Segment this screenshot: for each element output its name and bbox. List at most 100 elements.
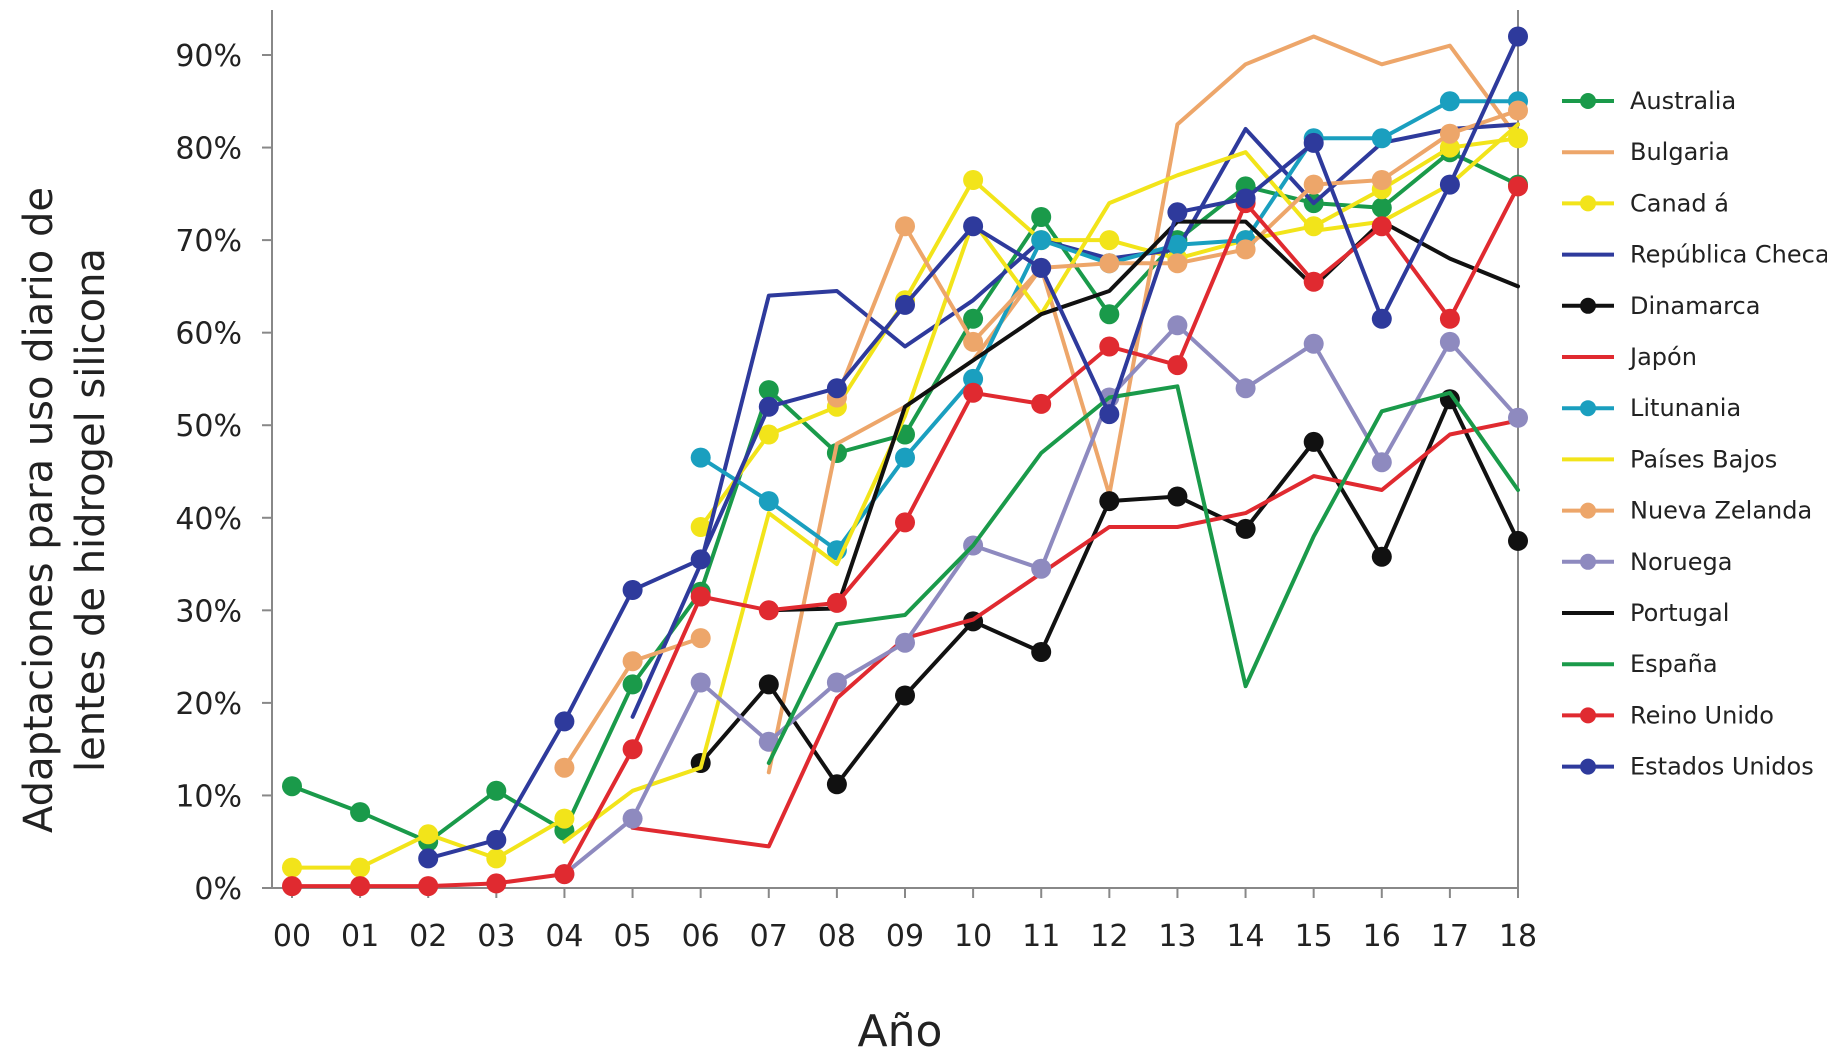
data-point — [1167, 253, 1188, 274]
data-point — [350, 876, 371, 897]
data-point — [1303, 132, 1324, 153]
legend-item: Australia — [1562, 87, 1736, 115]
data-point — [418, 876, 439, 897]
data-point — [486, 780, 507, 801]
legend-item: España — [1562, 650, 1718, 678]
data-point — [690, 586, 711, 607]
data-point — [1031, 207, 1052, 227]
legend-label: Litunania — [1630, 394, 1741, 422]
data-point — [963, 368, 984, 389]
data-point — [486, 848, 507, 869]
legend-label: Portugal — [1630, 599, 1729, 627]
data-point — [1303, 271, 1324, 292]
data-point — [622, 739, 643, 760]
y-tick-label: 80% — [175, 132, 242, 167]
y-axis-title-line2: lentes de hidrogel silicona — [68, 248, 114, 772]
y-tick-label: 60% — [175, 317, 242, 352]
data-point — [282, 857, 302, 878]
series-canad-a — [282, 128, 1528, 878]
data-point — [895, 294, 915, 315]
x-tick-label: 07 — [750, 919, 788, 954]
data-point — [1439, 91, 1460, 112]
data-point — [1099, 336, 1120, 357]
x-tick-label: 18 — [1499, 919, 1537, 954]
data-point — [826, 774, 847, 795]
data-point — [1099, 230, 1120, 251]
legend-item: Nueva Zelanda — [1562, 497, 1812, 525]
series-group — [282, 26, 1528, 897]
data-point — [1099, 304, 1120, 325]
data-point — [1508, 26, 1528, 47]
legend-item: Reino Unido — [1562, 701, 1774, 729]
legend-item: Países Bajos — [1562, 445, 1777, 473]
x-tick-label: 16 — [1363, 919, 1401, 954]
legend-item: Bulgaria — [1562, 138, 1730, 166]
data-point — [418, 848, 439, 869]
data-point — [1508, 100, 1528, 121]
data-point — [1371, 452, 1392, 473]
data-point — [1031, 230, 1052, 251]
data-point — [1235, 378, 1256, 399]
series-line — [766, 384, 1520, 765]
data-point — [418, 824, 439, 845]
x-tick-labels: 00 01 02 03 04 05 06 07 08 09 10 11 12 13 14 15 16 17 18 — [273, 888, 1537, 954]
series-reino-unido — [282, 176, 1528, 897]
data-point — [826, 378, 847, 399]
x-tick-label: 06 — [682, 919, 720, 954]
data-point — [1167, 234, 1188, 255]
x-tick-label: 09 — [886, 919, 924, 954]
legend-label: Australia — [1630, 87, 1736, 115]
y-axis-title-line1: Adaptaciones para uso diario de — [16, 187, 62, 833]
legend-marker — [1580, 707, 1596, 724]
x-axis-title: Año — [858, 1006, 943, 1054]
data-point — [895, 216, 915, 237]
legend-label: Estados Unidos — [1630, 753, 1814, 781]
legend-label: Noruega — [1630, 548, 1732, 576]
data-point — [1371, 216, 1392, 237]
x-tick-label: 02 — [409, 919, 447, 954]
data-point — [895, 685, 915, 706]
data-point — [1099, 404, 1120, 425]
legend-label: España — [1630, 650, 1718, 678]
x-tick-label: 15 — [1295, 919, 1333, 954]
legend-marker — [1580, 195, 1596, 212]
legend-item: Canad á — [1562, 189, 1729, 217]
legend-label: Canad á — [1630, 189, 1729, 217]
legend-marker — [1580, 297, 1596, 314]
legend-item: Noruega — [1562, 548, 1732, 576]
data-point — [758, 396, 779, 417]
x-tick-label: 11 — [1022, 919, 1060, 954]
y-tick-label: 70% — [175, 224, 242, 259]
data-point — [1508, 128, 1528, 149]
legend-label: Japón — [1628, 343, 1697, 371]
data-point — [486, 873, 507, 894]
legend-item: Litunania — [1562, 394, 1741, 422]
data-point — [963, 170, 984, 190]
legend: Australia Bulgaria Canad á República Checa D… — [1562, 87, 1827, 781]
data-point — [622, 651, 643, 672]
x-tick-label: 12 — [1090, 919, 1128, 954]
data-point — [1439, 123, 1460, 144]
data-point — [282, 776, 302, 797]
data-point — [350, 857, 371, 878]
data-point — [1167, 486, 1188, 507]
series-line — [766, 219, 1520, 613]
x-tick-label: 03 — [477, 919, 515, 954]
series-dinamarca — [690, 389, 1528, 795]
legend-label: República Checa — [1630, 241, 1827, 269]
legend-label: Nueva Zelanda — [1630, 497, 1812, 525]
x-tick-label: 00 — [273, 919, 311, 954]
data-point — [554, 864, 575, 885]
y-tick-label: 50% — [175, 409, 242, 444]
x-tick-label: 10 — [954, 919, 992, 954]
legend-marker — [1580, 553, 1596, 570]
data-point — [963, 382, 984, 403]
legend-item: República Checa — [1562, 241, 1827, 269]
data-point — [1303, 431, 1324, 452]
series-line — [630, 418, 1520, 849]
data-point — [1508, 176, 1528, 197]
y-tick-label: 30% — [175, 594, 242, 629]
data-point — [282, 876, 302, 897]
x-tick-label: 14 — [1226, 919, 1264, 954]
